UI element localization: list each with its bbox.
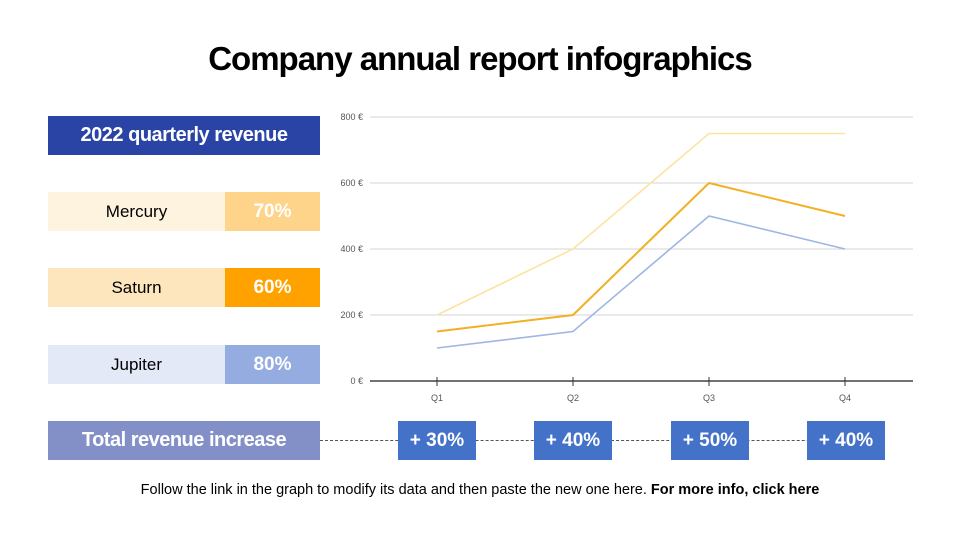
y-tick-label: 600 €	[340, 178, 363, 188]
series-line-3	[436, 215, 846, 349]
y-tick-label: 200 €	[340, 310, 363, 320]
row-percent: 70%	[225, 192, 320, 231]
x-tick-label: Q4	[839, 393, 851, 403]
row-mercury: Mercury 70%	[48, 192, 320, 231]
row-percent: 60%	[225, 268, 320, 307]
revenue-line-chart[interactable]: 0 € 200 € 400 € 600 € 800 € Q1 Q2 Q3 Q4	[0, 0, 960, 410]
footer-text: Follow the link in the graph to modify i…	[140, 482, 651, 498]
increase-q2: + 40%	[534, 421, 612, 460]
more-info-link[interactable]: For more info, click here	[650, 482, 820, 498]
x-tick-label: Q2	[567, 393, 579, 403]
row-name: Jupiter	[48, 345, 225, 384]
row-saturn: Saturn 60%	[48, 268, 320, 307]
row-name: Mercury	[48, 192, 225, 231]
increase-q4: + 40%	[807, 421, 885, 460]
row-name: Saturn	[48, 268, 225, 307]
row-percent: 80%	[225, 345, 320, 384]
footer: Follow the link in the graph to modify i…	[0, 482, 960, 498]
panel-header: 2022 quarterly revenue	[48, 116, 320, 155]
total-label: Total revenue increase	[48, 421, 320, 460]
y-tick-label: 800 €	[340, 112, 363, 122]
x-tick-label: Q1	[431, 393, 443, 403]
y-tick-label: 400 €	[340, 244, 363, 254]
series-line-2	[436, 181, 846, 333]
y-tick-label: 0 €	[350, 376, 363, 386]
x-tick-label: Q3	[703, 393, 715, 403]
increase-q3: + 50%	[671, 421, 749, 460]
row-jupiter: Jupiter 80%	[48, 345, 320, 384]
page-title: Company annual report infographics	[208, 40, 753, 77]
increase-q1: + 30%	[398, 421, 476, 460]
series-line-1	[436, 132, 845, 316]
